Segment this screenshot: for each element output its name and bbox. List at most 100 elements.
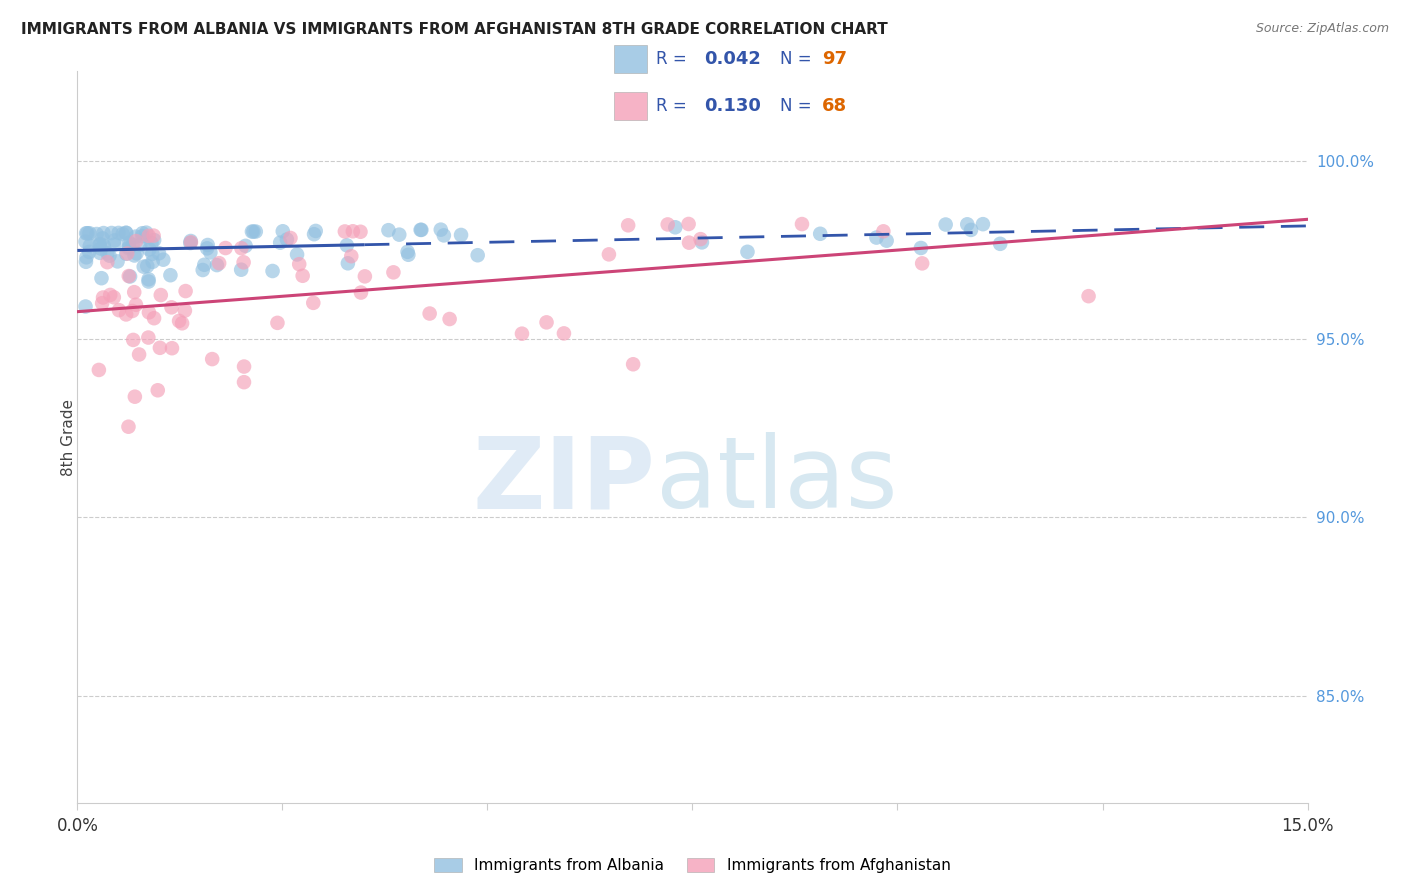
Point: [302, 227, 325, 242]
Point: [988, 236, 1011, 251]
Point: [115, 308, 138, 322]
Point: [75, 226, 97, 240]
Point: [690, 235, 713, 250]
Point: [396, 248, 419, 262]
Point: [467, 248, 489, 262]
Point: [90, 242, 112, 256]
Point: [118, 268, 141, 283]
Point: [124, 390, 146, 404]
Point: [131, 229, 153, 244]
Point: [430, 222, 453, 236]
Point: [350, 285, 373, 300]
Point: [173, 303, 195, 318]
Point: [553, 326, 575, 341]
Point: [288, 257, 311, 271]
Point: [132, 260, 155, 274]
Point: [201, 352, 224, 367]
Point: [125, 229, 148, 244]
Point: [233, 375, 256, 389]
Point: [911, 256, 934, 270]
Point: [678, 235, 700, 250]
Point: [103, 234, 125, 248]
Point: [179, 235, 201, 250]
Text: R =: R =: [657, 50, 692, 68]
Point: [138, 305, 160, 319]
Point: [117, 246, 139, 260]
Point: [377, 223, 399, 237]
Text: ZIP: ZIP: [472, 433, 655, 530]
Point: [115, 246, 138, 260]
Point: [172, 316, 194, 330]
Text: 68: 68: [823, 97, 848, 115]
Point: [388, 227, 411, 242]
Point: [214, 241, 236, 255]
Point: [808, 227, 831, 241]
Point: [122, 333, 145, 347]
Legend: Immigrants from Albania, Immigrants from Afghanistan: Immigrants from Albania, Immigrants from…: [429, 852, 956, 880]
Point: [439, 312, 461, 326]
Point: [131, 226, 153, 240]
Text: N =: N =: [780, 97, 817, 115]
Point: [100, 226, 122, 240]
Point: [336, 238, 359, 252]
Point: [160, 301, 183, 315]
Point: [1077, 289, 1099, 303]
Point: [129, 237, 152, 252]
Point: [180, 235, 202, 250]
Point: [536, 315, 558, 329]
Point: [128, 347, 150, 361]
Point: [138, 275, 160, 289]
Point: [271, 224, 294, 238]
Point: [231, 241, 253, 255]
Point: [98, 249, 121, 263]
Point: [510, 326, 533, 341]
Point: [276, 233, 298, 247]
Point: [93, 226, 115, 240]
Text: R =: R =: [657, 97, 692, 115]
Point: [876, 234, 898, 248]
Point: [159, 268, 181, 283]
Point: [125, 234, 148, 248]
Point: [167, 314, 190, 328]
Point: [89, 237, 111, 252]
Point: [107, 226, 129, 240]
Point: [122, 285, 145, 300]
Point: [146, 384, 169, 398]
Point: [354, 269, 377, 284]
Point: [195, 241, 218, 255]
Point: [76, 226, 98, 240]
Point: [118, 235, 141, 250]
Point: [174, 284, 197, 298]
Point: [135, 226, 157, 240]
Point: [121, 238, 143, 252]
Point: [411, 223, 433, 237]
Point: [208, 256, 231, 270]
Point: [280, 231, 302, 245]
Point: [138, 330, 160, 344]
Point: [125, 298, 148, 312]
Point: [336, 256, 359, 270]
Point: [118, 269, 141, 284]
Point: [75, 300, 97, 314]
Point: [865, 230, 887, 244]
Point: [79, 226, 101, 240]
Text: 97: 97: [823, 50, 848, 68]
Point: [89, 238, 111, 252]
Point: [419, 306, 441, 320]
Point: [433, 228, 456, 243]
Point: [75, 250, 97, 264]
Point: [305, 224, 328, 238]
Point: [91, 291, 114, 305]
Point: [872, 224, 894, 238]
Point: [678, 217, 700, 231]
Point: [269, 235, 291, 250]
Point: [103, 237, 125, 252]
Point: [117, 241, 139, 255]
Point: [86, 227, 108, 241]
Point: [450, 227, 472, 242]
Point: [141, 247, 163, 261]
Point: [143, 311, 166, 326]
Point: [143, 233, 166, 247]
Point: [108, 303, 131, 318]
Text: IMMIGRANTS FROM ALBANIA VS IMMIGRANTS FROM AFGHANISTAN 8TH GRADE CORRELATION CHA: IMMIGRANTS FROM ALBANIA VS IMMIGRANTS FR…: [21, 22, 887, 37]
